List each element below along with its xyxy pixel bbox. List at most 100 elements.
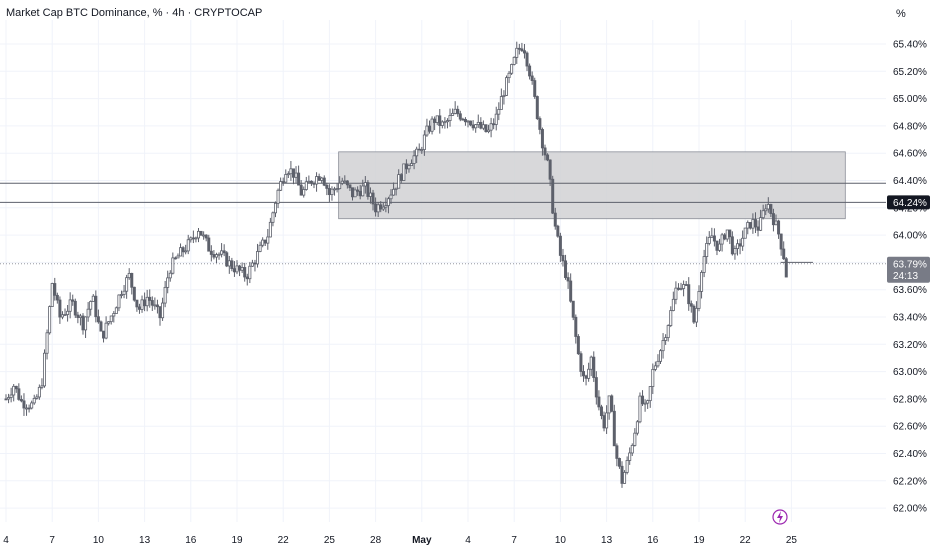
candle (366, 180, 370, 200)
candle (456, 105, 460, 117)
candle-body (127, 272, 131, 279)
candle (276, 188, 280, 209)
candle (474, 123, 478, 133)
candle-body (317, 176, 321, 181)
candle-body (487, 129, 491, 133)
candle-body (720, 234, 724, 245)
candle (584, 374, 588, 386)
candle (582, 365, 586, 382)
candle-body (245, 276, 249, 280)
candle (212, 250, 216, 260)
candle (725, 229, 729, 242)
candle-body (515, 47, 519, 58)
candle (389, 189, 393, 204)
candle (461, 117, 465, 121)
candle (250, 259, 254, 267)
candle (214, 252, 218, 264)
candle-body (402, 163, 406, 181)
level-badge-text: 64.24% (893, 198, 927, 209)
candle-body (320, 177, 324, 181)
candle (163, 280, 167, 308)
candle-body (641, 395, 645, 405)
candle-body (669, 310, 673, 326)
candle-body (782, 248, 786, 260)
candle-body (158, 306, 162, 319)
candle (184, 244, 188, 255)
candle (196, 228, 200, 243)
candle-body (646, 400, 650, 404)
candle-body (243, 267, 247, 278)
candle (679, 282, 683, 291)
candle-body (705, 243, 709, 258)
candle (132, 286, 136, 302)
candle-body (525, 52, 529, 67)
candle (148, 289, 152, 308)
candle (268, 217, 272, 238)
candle (135, 299, 139, 312)
candle (569, 273, 573, 303)
candle (630, 443, 634, 457)
candle-body (120, 294, 124, 296)
candle (451, 108, 455, 116)
candle-body (676, 287, 680, 290)
candle (279, 177, 283, 192)
candle (448, 108, 452, 127)
candle-body (666, 325, 670, 339)
candle (692, 304, 696, 324)
candle-body (461, 118, 465, 121)
candle (694, 301, 698, 328)
x-tick-label: 16 (185, 535, 197, 546)
candle (412, 150, 416, 170)
candle (415, 146, 419, 164)
candle-body (748, 222, 752, 229)
candle (284, 169, 288, 183)
candle (222, 244, 226, 257)
candle (371, 189, 375, 211)
candle (104, 316, 108, 340)
candle-body (510, 64, 514, 74)
candle-body (117, 294, 121, 309)
candle (263, 239, 267, 247)
candle-body (415, 148, 419, 157)
candle (386, 196, 390, 214)
candle-body (594, 377, 598, 398)
candle-body (286, 173, 290, 176)
candle-body (386, 198, 390, 206)
candle (646, 399, 650, 409)
candle (558, 232, 562, 263)
candle-body (551, 178, 555, 214)
candle (502, 90, 506, 105)
candle-body (458, 113, 462, 120)
candle (759, 209, 763, 232)
y-tick-label: 64.80% (893, 121, 927, 132)
candle-body (81, 315, 85, 331)
candle-body (32, 397, 36, 404)
candle-body (73, 300, 77, 316)
candle (440, 120, 444, 129)
candle (422, 130, 426, 156)
x-tick-label: 25 (786, 535, 798, 546)
candle-body (53, 283, 57, 296)
candle-body (356, 189, 360, 192)
candle (687, 277, 691, 311)
candle (764, 204, 768, 216)
x-tick-label: 19 (693, 535, 705, 546)
x-tick-label: 16 (647, 535, 659, 546)
candle-body (238, 265, 242, 271)
candle-body (220, 250, 224, 255)
price-badges: 64.24% 63.79% 24:13 (887, 195, 930, 283)
candle (489, 117, 493, 138)
candle (130, 272, 134, 295)
candle-body (738, 243, 742, 247)
candle-body (625, 460, 629, 473)
candle-body (253, 262, 257, 265)
candle (158, 306, 162, 326)
candle-body (687, 284, 691, 305)
candle (656, 354, 660, 368)
candle (540, 127, 544, 156)
candle (361, 179, 365, 197)
candle-body (728, 229, 732, 238)
lightning-icon[interactable] (772, 509, 788, 525)
candle-body (361, 185, 365, 197)
